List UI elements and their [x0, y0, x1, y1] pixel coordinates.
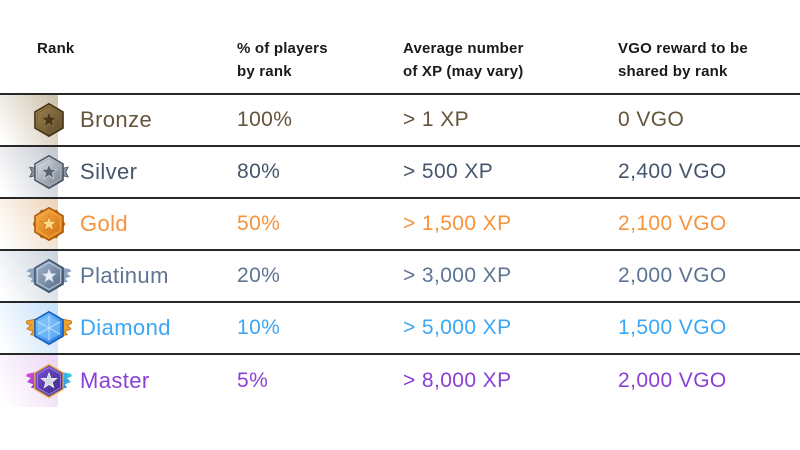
col-header-rank-line1: Rank: [37, 40, 75, 57]
col-header-xp-line1: Average number: [403, 40, 524, 57]
avg-xp-value: > 1 XP: [403, 108, 470, 131]
players-pct-value: 10%: [237, 316, 281, 339]
vgo-reward-value: 2,100 VGO: [618, 212, 727, 235]
vgo-reward-value: 0 VGO: [618, 108, 685, 131]
rank-cell: Diamond: [0, 303, 228, 353]
platinum-badge-icon: [26, 255, 72, 298]
col-header-rank: Rank: [0, 38, 228, 61]
rank-name: Diamond: [80, 315, 171, 340]
silver-badge-icon: [26, 151, 72, 194]
col-header-players-line2: by rank: [237, 62, 292, 80]
rank-name: Gold: [80, 211, 129, 236]
table-row-master: Master 5% > 8,000 XP 2,000 VGO: [0, 355, 800, 407]
col-header-xp-line2: of XP (may vary): [403, 62, 524, 80]
col-header-players-line1: % of players: [237, 40, 328, 57]
vgo-reward-value: 2,000 VGO: [618, 369, 727, 392]
rank-cell: Master: [0, 355, 228, 407]
diamond-badge-icon: [26, 307, 72, 350]
vgo-reward-value: 2,000 VGO: [618, 264, 727, 287]
table-row-diamond: Diamond 10% > 5,000 XP 1,500 VGO: [0, 303, 800, 355]
rank-name: Master: [80, 368, 150, 393]
col-header-vgo-line2: shared by rank: [618, 62, 728, 80]
avg-xp-value: > 3,000 XP: [403, 264, 512, 287]
col-header-vgo-reward: VGO reward to be shared by rank: [610, 38, 800, 83]
table-row-gold: Gold 50% > 1,500 XP 2,100 VGO: [0, 199, 800, 251]
vgo-reward-value: 1,500 VGO: [618, 316, 727, 339]
table-row-bronze: Bronze 100% > 1 XP 0 VGO: [0, 95, 800, 147]
players-pct-value: 20%: [237, 264, 281, 287]
table-header-row: Rank % of players by rank Average number…: [0, 0, 800, 95]
players-pct-value: 80%: [237, 160, 281, 183]
rank-cell: Gold: [0, 199, 228, 249]
players-pct-value: 100%: [237, 108, 293, 131]
col-header-avg-xp: Average number of XP (may vary): [395, 38, 610, 83]
vgo-reward-value: 2,400 VGO: [618, 160, 727, 183]
table-row-silver: Silver 80% > 500 XP 2,400 VGO: [0, 147, 800, 199]
avg-xp-value: > 5,000 XP: [403, 316, 512, 339]
table-row-platinum: Platinum 20% > 3,000 XP 2,000 VGO: [0, 251, 800, 303]
rank-cell: Platinum: [0, 251, 228, 301]
master-badge-icon: [26, 360, 72, 403]
rank-cell: Silver: [0, 147, 228, 197]
avg-xp-value: > 1,500 XP: [403, 212, 512, 235]
avg-xp-value: > 8,000 XP: [403, 369, 512, 392]
avg-xp-value: > 500 XP: [403, 160, 494, 183]
rank-name: Platinum: [80, 263, 169, 288]
rank-cell: Bronze: [0, 95, 228, 145]
rank-name: Silver: [80, 159, 138, 184]
col-header-vgo-line1: VGO reward to be: [618, 40, 748, 57]
col-header-players-pct: % of players by rank: [228, 38, 395, 83]
rank-name: Bronze: [80, 107, 153, 132]
bronze-badge-icon: [26, 99, 72, 142]
players-pct-value: 5%: [237, 369, 269, 392]
players-pct-value: 50%: [237, 212, 281, 235]
gold-badge-icon: [26, 203, 72, 246]
